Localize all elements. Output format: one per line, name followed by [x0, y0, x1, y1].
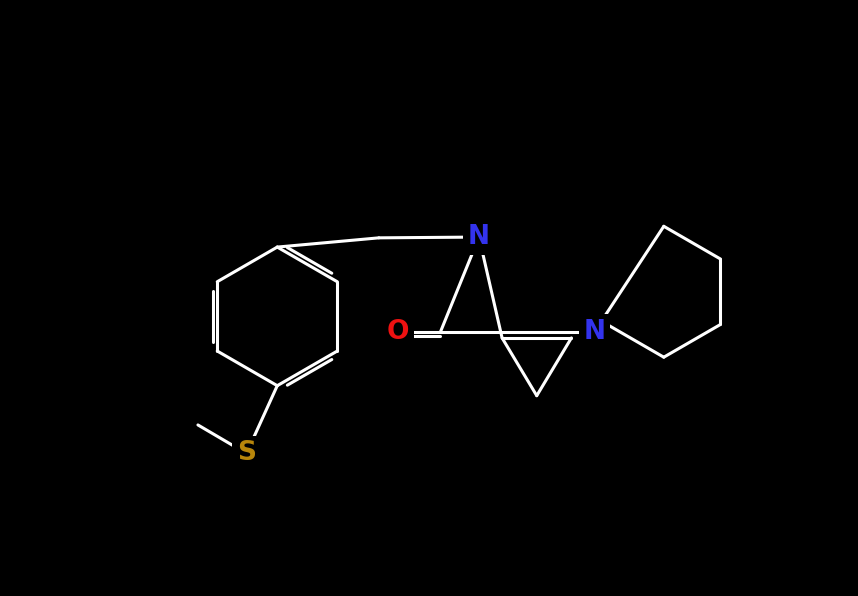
Text: S: S	[237, 440, 256, 467]
Text: N: N	[468, 224, 490, 250]
Text: O: O	[387, 319, 409, 344]
Text: N: N	[583, 319, 606, 344]
